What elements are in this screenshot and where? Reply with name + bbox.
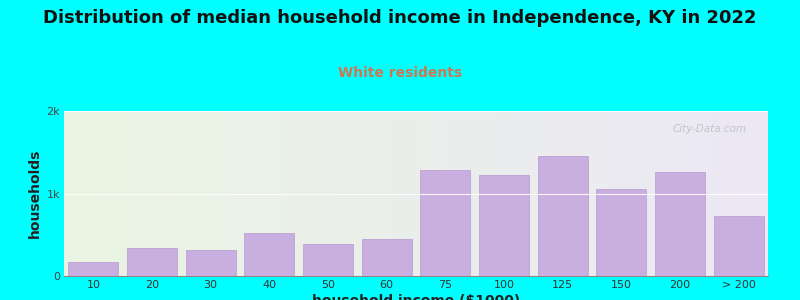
Bar: [127, 248, 177, 276]
Text: White residents: White residents: [338, 66, 462, 80]
Bar: [479, 175, 529, 276]
Text: City-Data.com: City-Data.com: [673, 124, 747, 134]
Bar: [69, 262, 118, 276]
Bar: [596, 189, 646, 276]
Bar: [714, 216, 763, 276]
Bar: [655, 172, 705, 276]
Bar: [303, 244, 353, 276]
Bar: [538, 156, 587, 276]
Text: Distribution of median household income in Independence, KY in 2022: Distribution of median household income …: [43, 9, 757, 27]
Y-axis label: households: households: [28, 149, 42, 238]
Bar: [245, 233, 294, 276]
Bar: [421, 170, 470, 276]
X-axis label: household income ($1000): household income ($1000): [312, 294, 520, 300]
Bar: [186, 250, 235, 276]
Bar: [362, 239, 411, 276]
